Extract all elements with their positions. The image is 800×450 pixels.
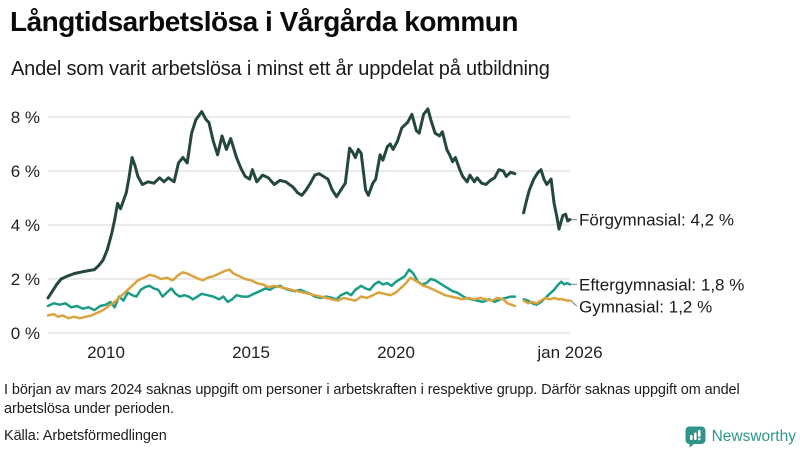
x-tick-label: 2015 — [232, 343, 270, 362]
y-tick-label: 4 % — [11, 216, 40, 235]
series-end-label-förgymnasial: Förgymnasial: 4,2 % — [579, 211, 734, 230]
series-line-förgymnasial — [46, 107, 517, 300]
series-line-eftergymnasial — [522, 280, 572, 306]
x-tick-label: jan 2026 — [536, 343, 602, 362]
line-chart: 0 % 2 % 4 % 6 % 8 % 2010 2015 2020 jan 2026 Förgy… — [0, 98, 800, 370]
newsworthy-bar-chart-bubble-icon — [685, 426, 706, 448]
y-tick-label: 0 % — [11, 324, 40, 343]
chart-svg: 0 % 2 % 4 % 6 % 8 % 2010 2015 2020 jan 2026 Förgy… — [11, 107, 744, 362]
series-line-gymnasial — [522, 296, 572, 305]
series-label-connector — [570, 300, 578, 307]
x-tick-label: 2010 — [87, 343, 125, 362]
chart-subtitle: Andel som varit arbetslösa i minst ett å… — [11, 58, 550, 80]
series-line-gymnasial — [46, 268, 517, 320]
series-end-label-eftergymnasial: Eftergymnasial: 1,8 % — [579, 275, 744, 294]
newsworthy-wordmark: Newsworthy — [711, 428, 796, 445]
series-end-label-gymnasial: Gymnasial: 1,2 % — [579, 297, 712, 316]
chart-footnote: I början av mars 2024 saknas uppgift om … — [4, 382, 740, 417]
newsworthy-logo: Newsworthy — [685, 426, 796, 448]
y-tick-label: 2 % — [11, 270, 40, 289]
source-label: Källa: Arbetsförmedlingen — [4, 428, 167, 444]
x-tick-label: 2020 — [377, 343, 415, 362]
page-title: Långtidsarbetslösa i Vårgårda kommun — [10, 6, 518, 37]
series-line-förgymnasial — [522, 168, 572, 231]
y-tick-label: 6 % — [11, 162, 40, 181]
series-line-eftergymnasial — [46, 268, 517, 312]
y-tick-label: 8 % — [11, 108, 40, 127]
